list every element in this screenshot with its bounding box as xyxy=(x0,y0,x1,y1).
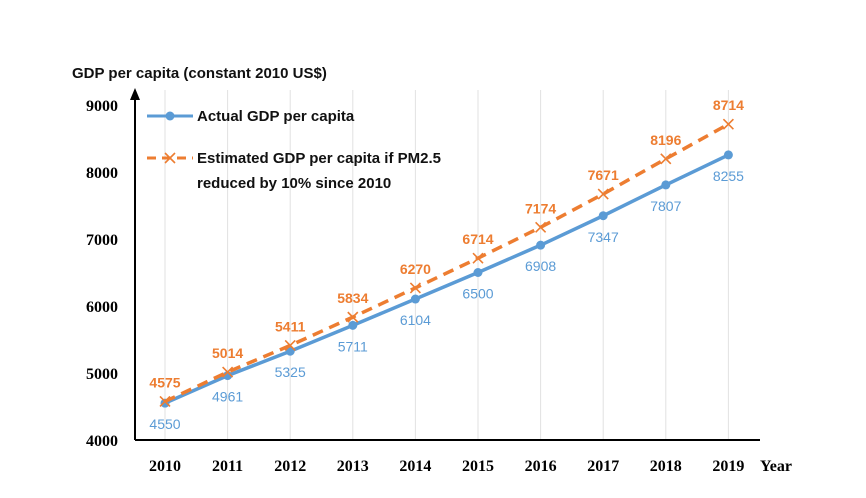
data-label-actual: 8255 xyxy=(713,168,744,184)
series xyxy=(159,118,734,408)
data-label-actual: 7807 xyxy=(650,198,681,214)
data-point-actual xyxy=(723,150,733,160)
data-label-estimated: 6270 xyxy=(400,261,431,277)
data-point-estimated xyxy=(409,282,421,294)
data-label-actual: 6104 xyxy=(400,312,431,328)
data-point-actual xyxy=(285,346,295,356)
legend: Actual GDP per capita Estimated GDP per … xyxy=(147,108,441,192)
data-point-actual xyxy=(661,180,671,190)
data-point-estimated xyxy=(347,311,359,323)
x-tick-label: 2019 xyxy=(712,458,744,475)
legend-actual-label: Actual GDP per capita xyxy=(197,108,355,125)
series-line-actual xyxy=(164,153,730,405)
x-tick-labels: 2010 2011 2012 2013 2014 2015 2016 2017 2018 2019 xyxy=(149,458,744,475)
data-point-actual xyxy=(536,240,546,250)
data-point-actual xyxy=(473,268,483,277)
data-point-estimated xyxy=(159,395,171,408)
y-axis-title: GDP per capita (constant 2010 US$) xyxy=(72,65,327,82)
x-tick-label: 2010 xyxy=(149,458,181,475)
x-tick-label: 2011 xyxy=(212,458,243,475)
x-axis-title: Year xyxy=(760,458,792,475)
data-label-actual: 6500 xyxy=(462,286,493,302)
data-point-actual xyxy=(598,211,608,221)
data-point-estimated xyxy=(597,188,609,200)
data-label-actual: 4961 xyxy=(212,389,243,405)
x-tick-label: 2017 xyxy=(587,458,619,475)
grid-lines xyxy=(164,90,729,440)
data-label-estimated: 6714 xyxy=(462,231,493,247)
data-label-estimated: 5014 xyxy=(212,345,243,361)
axes xyxy=(130,88,760,441)
legend-estimated-label-line2: reduced by 10% since 2010 xyxy=(197,175,391,192)
y-tick-label: 7000 xyxy=(86,232,118,249)
data-point-estimated xyxy=(222,366,234,378)
data-point-estimated xyxy=(284,339,296,352)
y-tick-label: 6000 xyxy=(86,299,118,316)
data-labels: 4550 4961 5325 5711 6104 6500 6908 7347 7807 8255… xyxy=(149,97,744,432)
y-tick-labels: 4000 5000 6000 7000 8000 9000 xyxy=(86,98,118,450)
data-point-estimated xyxy=(660,153,672,165)
data-point-estimated xyxy=(722,118,734,130)
data-label-estimated: 4575 xyxy=(149,374,180,390)
x-tick-label: 2015 xyxy=(462,458,494,475)
data-label-estimated: 5411 xyxy=(275,318,306,334)
x-tick-label: 2012 xyxy=(274,458,306,475)
legend-estimated-label-line1: Estimated GDP per capita if PM2.5 xyxy=(197,150,441,167)
data-label-estimated: 7671 xyxy=(588,167,619,183)
legend-estimated-marker xyxy=(164,152,176,164)
data-point-actual xyxy=(410,294,420,304)
data-label-estimated: 5834 xyxy=(337,290,368,306)
data-label-estimated: 8714 xyxy=(713,97,744,113)
data-label-actual: 6908 xyxy=(525,258,556,274)
data-point-actual xyxy=(348,320,358,330)
y-tick-label: 4000 xyxy=(86,433,118,450)
x-tick-label: 2016 xyxy=(525,458,557,475)
series-line-estimated xyxy=(164,122,730,404)
y-tick-label: 8000 xyxy=(86,165,118,182)
data-point-estimated xyxy=(472,252,484,264)
data-point-estimated xyxy=(535,221,547,233)
x-tick-label: 2014 xyxy=(399,458,431,475)
y-axis-arrow-icon xyxy=(130,88,140,100)
y-tick-label: 5000 xyxy=(86,366,118,383)
legend-actual-marker xyxy=(165,111,175,121)
data-label-actual: 5711 xyxy=(338,338,368,354)
data-label-estimated: 7174 xyxy=(525,200,556,216)
x-tick-label: 2018 xyxy=(650,458,682,475)
data-label-actual: 7347 xyxy=(588,229,619,245)
data-label-actual: 4550 xyxy=(149,416,180,432)
data-label-actual: 5325 xyxy=(275,364,306,380)
x-tick-label: 2013 xyxy=(337,458,369,475)
y-tick-label: 9000 xyxy=(86,98,118,115)
data-label-estimated: 8196 xyxy=(650,132,681,148)
